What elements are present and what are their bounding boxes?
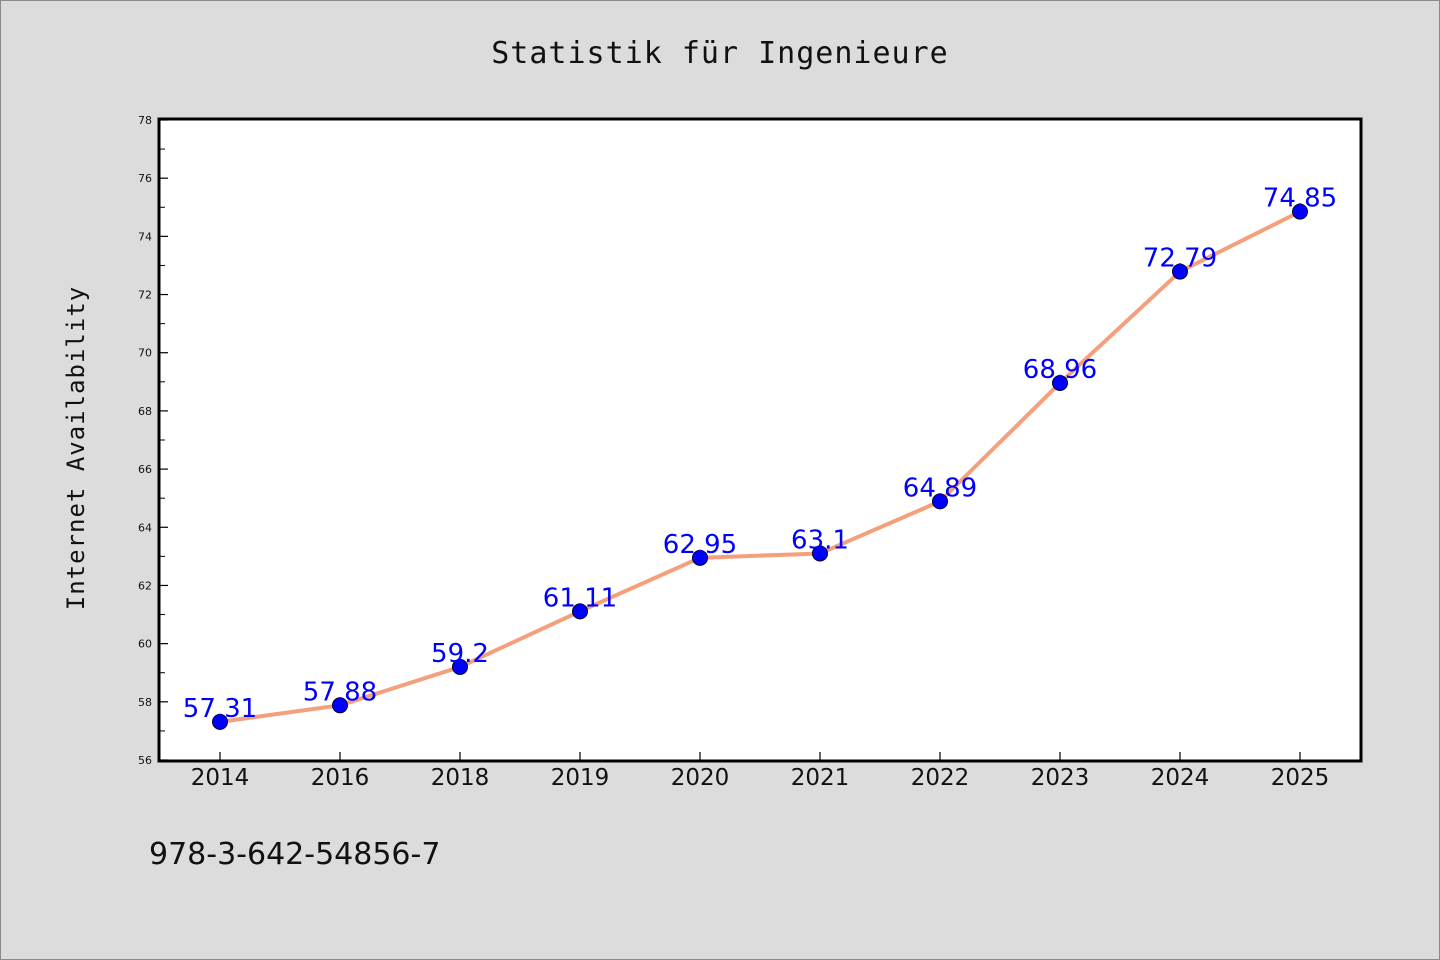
data-point xyxy=(692,549,708,566)
x-tick-label: 2016 xyxy=(311,765,370,791)
y-tick-label: 78 xyxy=(138,114,152,127)
data-label: 57.31 xyxy=(183,694,257,724)
x-tick-label: 2023 xyxy=(1031,765,1090,791)
series-line xyxy=(219,209,1301,724)
data-label: 64.89 xyxy=(903,473,977,503)
data-point xyxy=(932,493,948,510)
chart-title: Statistik für Ingenieure xyxy=(491,36,948,71)
data-label: 57.88 xyxy=(303,677,377,707)
x-tick-label: 2019 xyxy=(551,765,610,791)
x-tick-label: 2020 xyxy=(671,765,730,791)
y-tick-label: 70 xyxy=(138,347,152,360)
data-label: 68.96 xyxy=(1023,355,1097,385)
y-tick-label: 76 xyxy=(138,172,152,185)
x-tick-label: 2022 xyxy=(911,765,970,791)
x-tick-label: 2024 xyxy=(1151,765,1210,791)
y-tick-label: 66 xyxy=(138,463,152,476)
plot-area xyxy=(157,117,1363,763)
y-tick-label: 74 xyxy=(138,230,152,243)
x-tick-label: 2025 xyxy=(1271,765,1330,791)
data-point xyxy=(212,713,228,730)
y-tick-label: 60 xyxy=(138,638,152,651)
y-axis-label: Internet Availability xyxy=(62,286,90,610)
data-label: 59.2 xyxy=(431,639,489,669)
data-labels: 57.31 57.88 59.2 61.11 62.95 63.1 64.89 68.96 72… xyxy=(183,184,1337,724)
x-tick-label: 2018 xyxy=(431,765,490,791)
y-axis: 56 58 60 62 64 66 68 70 72 74 76 78 xyxy=(138,114,168,767)
data-label: 74.85 xyxy=(1263,184,1337,214)
data-label: 61.11 xyxy=(543,583,617,613)
y-tick-label: 64 xyxy=(138,521,152,534)
data-label: 63.1 xyxy=(791,525,849,555)
data-point xyxy=(1172,263,1188,280)
data-label: 72.79 xyxy=(1143,244,1217,274)
data-point xyxy=(332,697,348,714)
x-tick-label: 2014 xyxy=(191,765,250,791)
data-point xyxy=(812,545,828,562)
data-label: 62.95 xyxy=(663,530,737,560)
isbn-footer: 978-3-642-54856-7 xyxy=(149,837,440,872)
y-tick-label: 56 xyxy=(138,754,152,767)
y-tick-label: 58 xyxy=(138,696,152,709)
data-point xyxy=(1052,374,1068,391)
data-point xyxy=(1292,203,1308,220)
series-internet-availability xyxy=(212,203,1308,730)
data-point xyxy=(572,603,588,620)
y-tick-label: 62 xyxy=(138,579,152,592)
data-point xyxy=(452,658,468,675)
y-tick-label: 72 xyxy=(138,289,152,302)
x-axis: 2014 2016 2018 2019 2020 2021 2022 2023 2024 2025 xyxy=(191,752,1330,791)
y-tick-label: 68 xyxy=(138,405,152,418)
x-tick-label: 2021 xyxy=(791,765,850,791)
